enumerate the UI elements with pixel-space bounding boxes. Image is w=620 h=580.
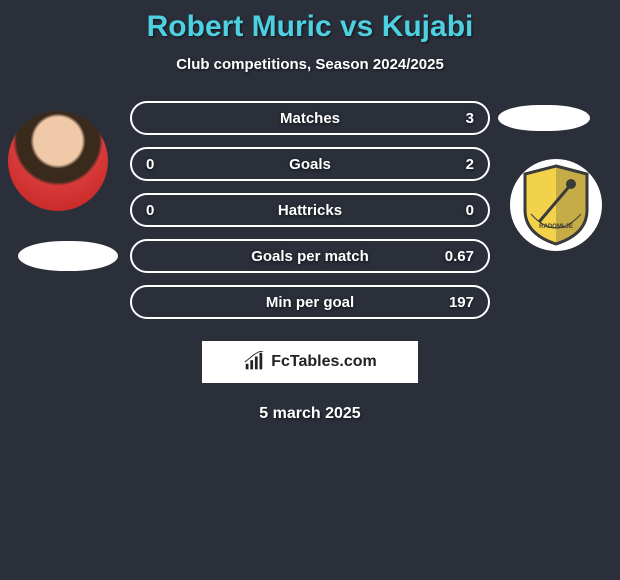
stat-label: Goals per match	[132, 241, 488, 271]
watermark-text: FcTables.com	[271, 353, 377, 371]
stat-row-goals: 0 Goals 2	[130, 147, 490, 181]
stat-row-hattricks: 0 Hattricks 0	[130, 193, 490, 227]
date-label: 5 march 2025	[0, 405, 620, 423]
stat-label: Hattricks	[132, 195, 488, 225]
stat-right-value: 3	[466, 103, 474, 133]
stat-right-value: 0	[466, 195, 474, 225]
stat-right-value: 0.67	[445, 241, 474, 271]
main-panel: RADOMLJE Matches 3 0 Goals 2 0 Hattricks	[0, 101, 620, 319]
stat-row-matches: Matches 3	[130, 101, 490, 135]
stat-label: Goals	[132, 149, 488, 179]
club-crest-icon: RADOMLJE	[521, 164, 591, 246]
comparison-card: Robert Muric vs Kujabi Club competitions…	[0, 0, 620, 423]
page-title: Robert Muric vs Kujabi	[0, 10, 620, 44]
page-subtitle: Club competitions, Season 2024/2025	[0, 56, 620, 73]
stat-label: Matches	[132, 103, 488, 133]
watermark-box: FcTables.com	[202, 341, 418, 383]
stat-row-goals-per-match: Goals per match 0.67	[130, 239, 490, 273]
stats-list: Matches 3 0 Goals 2 0 Hattricks 0 Goals …	[130, 101, 490, 319]
stat-label: Min per goal	[132, 287, 488, 317]
stat-row-min-per-goal: Min per goal 197	[130, 285, 490, 319]
stat-right-value: 197	[449, 287, 474, 317]
player-right-badge	[498, 105, 590, 131]
player-left-badge	[18, 241, 118, 271]
stat-right-value: 2	[466, 149, 474, 179]
crest-text: RADOMLJE	[539, 224, 573, 230]
player-left-avatar	[8, 111, 108, 211]
bar-chart-icon	[243, 351, 265, 373]
player-right-avatar: RADOMLJE	[510, 159, 602, 251]
